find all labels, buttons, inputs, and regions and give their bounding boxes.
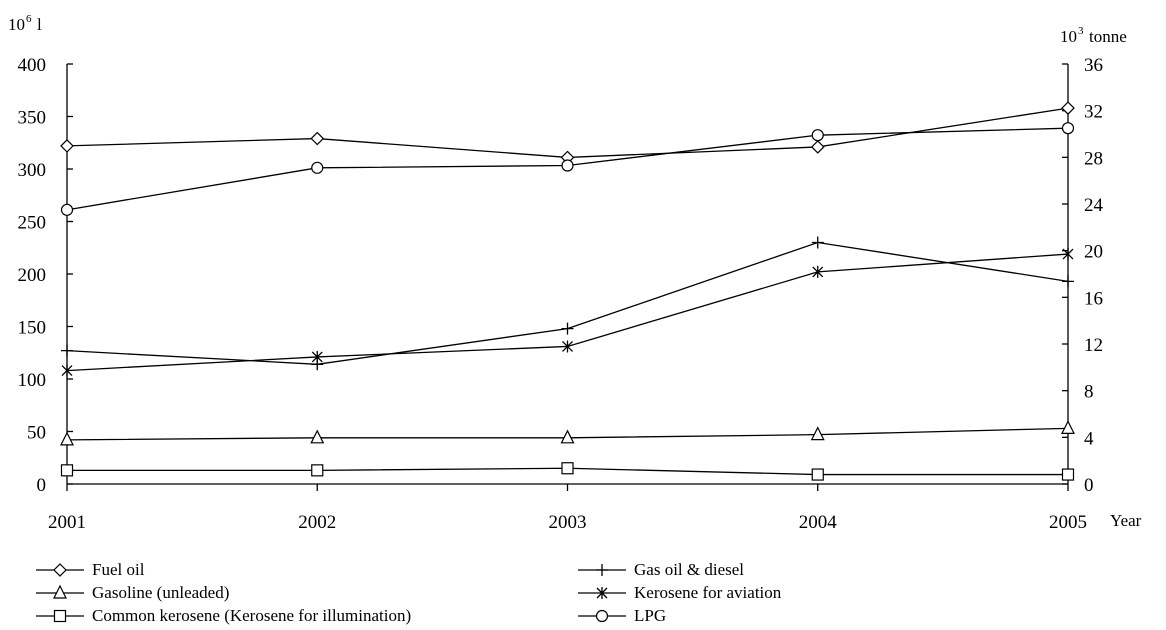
x-tick-label: 2001 (48, 512, 86, 533)
legend-label: Gasoline (unleaded) (92, 583, 229, 602)
x-axis-label: Year (1110, 511, 1142, 530)
data-point (60, 139, 74, 153)
y-left-unit-label-exp: 6 (26, 13, 32, 25)
series-0 (60, 101, 1075, 165)
y-right-tick-label: 12 (1084, 335, 1103, 356)
y-left-tick-label: 300 (18, 160, 47, 181)
data-point (60, 431, 74, 446)
y-left-tick-label: 400 (18, 55, 47, 76)
legend-item: Gasoline (unleaded) (36, 583, 229, 602)
legend-item: Gas oil & diesel (578, 560, 744, 579)
y-right-tick-label: 16 (1084, 288, 1103, 309)
legend-marker (596, 564, 608, 576)
series-3 (61, 248, 1074, 377)
y-left-unit-label-unit: l (37, 15, 42, 34)
legend-marker (53, 563, 67, 577)
data-point (60, 203, 74, 216)
legend-marker (53, 584, 67, 599)
data-point (561, 462, 574, 475)
y-right-tick-label: 20 (1084, 242, 1103, 263)
data-point (311, 464, 324, 477)
data-point (561, 159, 574, 172)
data-point (311, 161, 324, 174)
legend-label: Fuel oil (92, 560, 145, 579)
legend-marker (595, 609, 609, 623)
y-left-tick-label: 250 (18, 213, 47, 234)
x-tick-label: 2003 (549, 512, 587, 533)
data-point (560, 429, 575, 444)
data-point (1062, 275, 1074, 288)
y-left-tick-label: 100 (18, 370, 47, 391)
series-1 (61, 236, 1074, 371)
legend-item: Fuel oil (36, 560, 145, 579)
y-right-tick-label: 36 (1084, 55, 1103, 76)
data-point (1062, 248, 1074, 261)
axes: 0 50 100 150 200 250 300 350 400 0 4 8 12 16 20 24 28 32 3… (8, 13, 1142, 533)
y-right-tick-label: 4 (1084, 428, 1094, 449)
data-point (812, 265, 824, 278)
data-point (1061, 420, 1075, 434)
y-left-tick-label: 50 (27, 423, 46, 444)
data-point (811, 129, 824, 142)
y-right-tick-label: 24 (1084, 195, 1104, 216)
y-left-unit-label-base: 10 (8, 15, 25, 34)
y-right-tick-label: 32 (1084, 102, 1103, 123)
data-point (1061, 101, 1075, 115)
series-5 (60, 122, 1075, 216)
y-left-tick-label: 200 (18, 265, 47, 286)
y-left-unit-label: 10 6 l (8, 13, 42, 34)
y-right-unit-label-base: 10 (1060, 27, 1077, 46)
y-right-tick-label: 8 (1084, 382, 1094, 403)
data-point (61, 344, 73, 357)
y-right-tick-label: 0 (1084, 475, 1094, 496)
legend-label: LPG (634, 606, 666, 625)
data-point (1061, 468, 1075, 481)
series-4 (60, 462, 1075, 481)
x-tick-label: 2002 (298, 512, 336, 533)
x-tick-label: 2004 (799, 512, 838, 533)
legend-item: Common kerosene (Kerosene for illuminati… (36, 606, 411, 625)
y-right-tick-label: 28 (1084, 148, 1103, 169)
y-left-tick-label: 150 (18, 318, 47, 339)
data-point (810, 426, 825, 441)
data-point (61, 364, 73, 377)
legend-label: Common kerosene (Kerosene for illuminati… (92, 606, 411, 625)
data-point (60, 464, 74, 477)
series-layer (60, 101, 1075, 481)
x-tick-label: 2005 (1049, 512, 1087, 533)
data-point (811, 236, 824, 249)
legend-label: Gas oil & diesel (634, 560, 744, 579)
data-point (1061, 122, 1075, 135)
series-2 (60, 420, 1075, 446)
y-left-tick-label: 0 (37, 475, 47, 496)
y-right-unit-label: 10 3 tonne (1060, 25, 1127, 46)
series-line (66, 253, 1069, 372)
legend: Fuel oil Gas oil & diesel Gasoline (unlead… (36, 560, 782, 625)
legend-marker (53, 609, 67, 623)
data-point (311, 350, 323, 363)
legend-item: Kerosene for aviation (578, 583, 782, 602)
data-point (561, 322, 574, 335)
y-left-tick-label: 350 (18, 108, 47, 129)
data-point (310, 131, 325, 146)
data-point (811, 468, 824, 481)
y-right-unit-label-exp: 3 (1078, 25, 1084, 37)
legend-item: LPG (578, 606, 666, 625)
data-point (310, 429, 325, 444)
data-point (562, 340, 573, 353)
y-right-unit-label-unit: tonne (1089, 27, 1127, 46)
legend-label: Kerosene for aviation (634, 583, 782, 602)
data-point (810, 140, 825, 154)
legend-marker (596, 587, 608, 599)
